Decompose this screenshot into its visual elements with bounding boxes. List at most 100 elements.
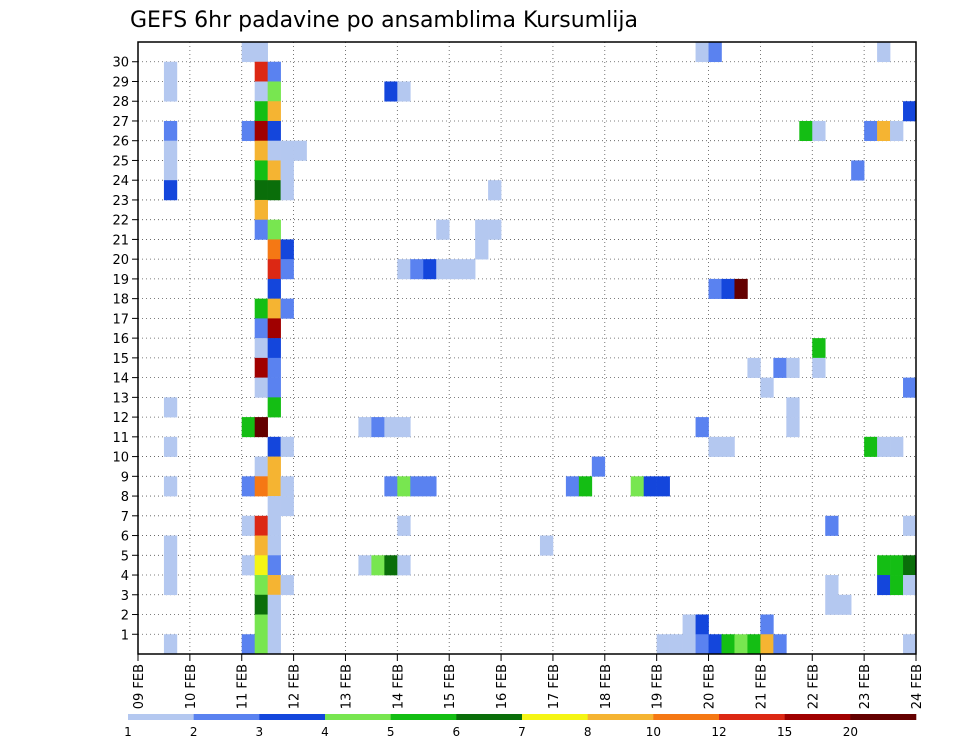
heatmap-cell [734,278,748,299]
heatmap-cell [254,338,268,359]
heatmap-cell [254,81,268,102]
heatmap-cell [384,476,398,497]
heatmap-cell [358,417,372,438]
heatmap-cell [163,436,178,457]
heatmap-cell [280,496,294,517]
y-tick-label: 18 [112,293,129,308]
heatmap-cell [254,515,268,536]
heatmap-cell [254,594,268,615]
heatmap-cell [163,535,178,556]
colorbar-swatch [259,714,326,720]
heatmap-cell [254,575,268,596]
heatmap-cell [903,377,917,398]
heatmap-cell [721,634,735,655]
colorbar-swatch [784,714,851,720]
heatmap-cell [267,338,281,359]
heatmap-cell [280,298,294,319]
heatmap-cell [267,61,281,82]
heatmap-cell [708,634,722,655]
y-tick-label: 28 [112,95,129,110]
y-tick-label: 1 [121,628,129,643]
heatmap-cell [267,535,281,556]
colorbar-tick-label: 20 [843,725,858,739]
heatmap-cell [773,634,787,655]
heatmap-cell [280,259,294,280]
heatmap-cell [475,219,489,240]
heatmap-cell [267,278,281,299]
heatmap-cell [163,634,178,655]
y-tick-label: 15 [112,352,129,367]
heatmap-cell [267,594,281,615]
colorbar-tick-label: 4 [321,725,329,739]
heatmap-cell [267,397,281,418]
colorbar-tick-label: 8 [584,725,592,739]
colorbar-tick-label: 10 [646,725,661,739]
heatmap-cell [163,61,178,82]
heatmap-cell [903,101,917,122]
gridlines [138,42,916,654]
y-tick-label: 10 [112,451,129,466]
heatmap-cell [254,140,268,161]
heatmap-cell [254,219,268,240]
colorbar-tick-label: 7 [518,725,526,739]
y-tick-label: 3 [121,589,129,604]
x-tick-label: 11 FEB [236,664,251,709]
y-tick-label: 9 [121,470,129,485]
heatmap-cell [267,81,281,102]
heatmap-cell [254,101,268,122]
heatmap-cell [462,259,476,280]
x-tick-label: 17 FEB [547,664,562,709]
colorbar-swatch [522,714,588,720]
heatmap-cell [397,259,411,280]
colorbar-swatch [128,714,194,720]
heatmap-cell [163,160,178,181]
heatmap-cell [254,160,268,181]
x-tick-label: 22 FEB [806,664,821,709]
heatmap-cell [241,515,255,536]
heatmap-cell [254,318,268,339]
heatmap-cell [267,575,281,596]
data-cells [163,42,917,655]
heatmap-cell [358,555,372,576]
heatmap-cell [241,120,255,142]
heatmap-cell [280,140,294,161]
heatmap-cell [397,555,411,576]
y-tick-label: 8 [121,490,129,505]
heatmap-cell [410,476,424,497]
heatmap-cell [267,180,281,201]
heatmap-cell [721,436,735,457]
heatmap-cell [877,436,891,457]
colorbar-swatch [850,714,917,720]
colorbar-tick-label: 3 [256,725,264,739]
y-tick-label: 29 [112,75,129,90]
heatmap-cell [241,555,255,576]
heatmap-cell [241,634,255,655]
heatmap-cell [695,417,709,438]
heatmap-cell [695,634,709,655]
heatmap-cell [384,81,398,102]
heatmap-cell [267,377,281,398]
plot-frame [137,41,917,655]
heatmap-cell [786,417,800,438]
heatmap-cell [163,397,178,418]
heatmap-cell [838,594,852,615]
heatmap-cell [293,140,307,161]
heatmap-cell [267,219,281,240]
x-tick-label: 21 FEB [754,664,769,709]
y-tick-label: 12 [112,411,129,426]
colorbar-tick-label: 5 [387,725,395,739]
heatmap-cell [267,456,281,477]
heatmap-cell [254,634,268,655]
heatmap-cell [163,555,178,576]
heatmap-cell [241,42,255,63]
heatmap-cell [436,259,450,280]
heatmap-cell [760,377,774,398]
heatmap-cell [423,476,437,497]
heatmap-cell [539,535,554,556]
heatmap-cell [890,575,904,596]
heatmap-cell [825,594,839,615]
heatmap-cell [449,259,463,280]
heatmap-cell [565,476,580,497]
y-tick-label: 26 [112,135,129,150]
y-tick-label: 27 [112,115,129,130]
